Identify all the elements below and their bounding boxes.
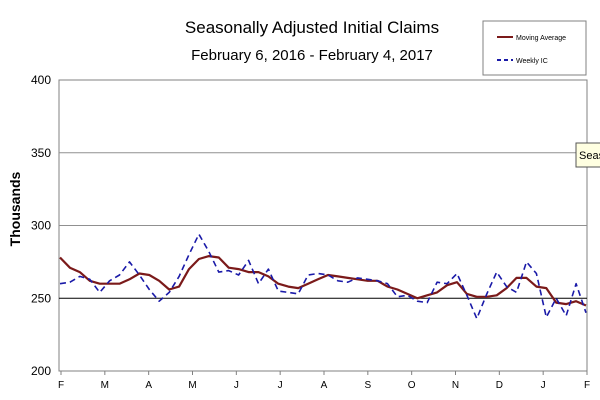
legend-box xyxy=(482,20,587,76)
series-lines xyxy=(59,233,587,320)
series-line-moving-average xyxy=(59,255,587,307)
chart-subtitle: February 6, 2016 - February 4, 2017 xyxy=(191,47,433,64)
gridlines xyxy=(59,152,587,299)
y-tick-label: 400 xyxy=(31,73,51,87)
x-tick-label: J xyxy=(541,380,546,391)
x-tick-label: S xyxy=(364,380,371,391)
x-tick-label: F xyxy=(584,380,590,391)
legend-label-weekly-ic: Weekly IC xyxy=(516,58,548,65)
x-tick-label: J xyxy=(278,380,283,391)
y-tick-label: 300 xyxy=(31,219,51,233)
tooltip-text: Seaso xyxy=(579,150,600,162)
tooltip-box xyxy=(575,142,600,168)
series-line-weekly-ic xyxy=(59,233,587,320)
chart-title: Seasonally Adjusted Initial Claims xyxy=(185,18,439,37)
x-tick-label: D xyxy=(496,380,503,391)
x-tick-label: A xyxy=(145,380,152,391)
y-tick-label: 350 xyxy=(31,146,51,160)
x-tick-label: J xyxy=(234,380,239,391)
x-tick-label: M xyxy=(101,380,109,391)
y-axis-label: Thousands xyxy=(7,171,23,246)
legend-label-moving-average: Moving Average xyxy=(516,35,566,42)
x-tick-label: F xyxy=(58,380,64,391)
hover-tooltip: Seaso xyxy=(575,142,600,168)
y-tick-labels: 200 250 300 350 400 xyxy=(31,73,51,378)
x-tick-label: O xyxy=(408,380,416,391)
legend: Moving Average Weekly IC xyxy=(482,20,587,76)
x-tick-label: N xyxy=(452,380,459,391)
y-tick-label: 200 xyxy=(31,364,51,378)
y-tick-label: 250 xyxy=(31,291,51,305)
x-tick-label: A xyxy=(321,380,328,391)
x-tick-label: M xyxy=(188,380,196,391)
